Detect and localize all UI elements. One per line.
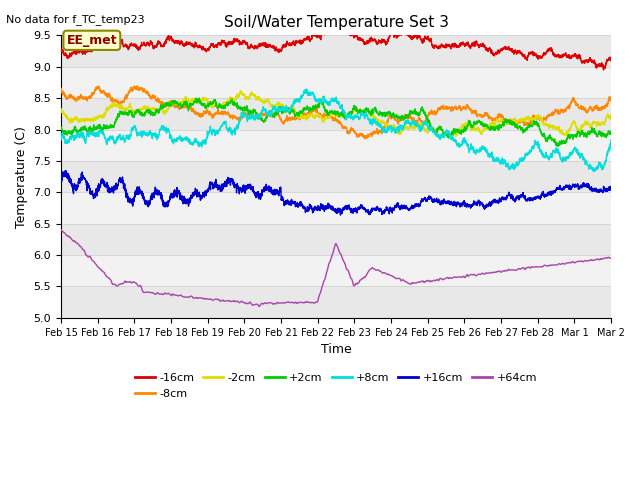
- Text: No data for f_TC_temp23: No data for f_TC_temp23: [6, 14, 145, 25]
- Bar: [61, 98, 611, 130]
- Bar: [61, 130, 611, 161]
- Legend: -16cm, -8cm, -2cm, +2cm, +8cm, +16cm, +64cm: -16cm, -8cm, -2cm, +2cm, +8cm, +16cm, +6…: [131, 369, 541, 403]
- Text: EE_met: EE_met: [67, 34, 117, 47]
- Bar: [61, 36, 611, 67]
- Bar: [61, 255, 611, 287]
- Bar: [61, 287, 611, 318]
- Bar: [61, 67, 611, 98]
- Bar: [61, 161, 611, 192]
- X-axis label: Time: Time: [321, 343, 351, 356]
- Bar: [61, 192, 611, 224]
- Bar: [61, 224, 611, 255]
- Y-axis label: Temperature (C): Temperature (C): [15, 126, 28, 228]
- Title: Soil/Water Temperature Set 3: Soil/Water Temperature Set 3: [223, 15, 449, 30]
